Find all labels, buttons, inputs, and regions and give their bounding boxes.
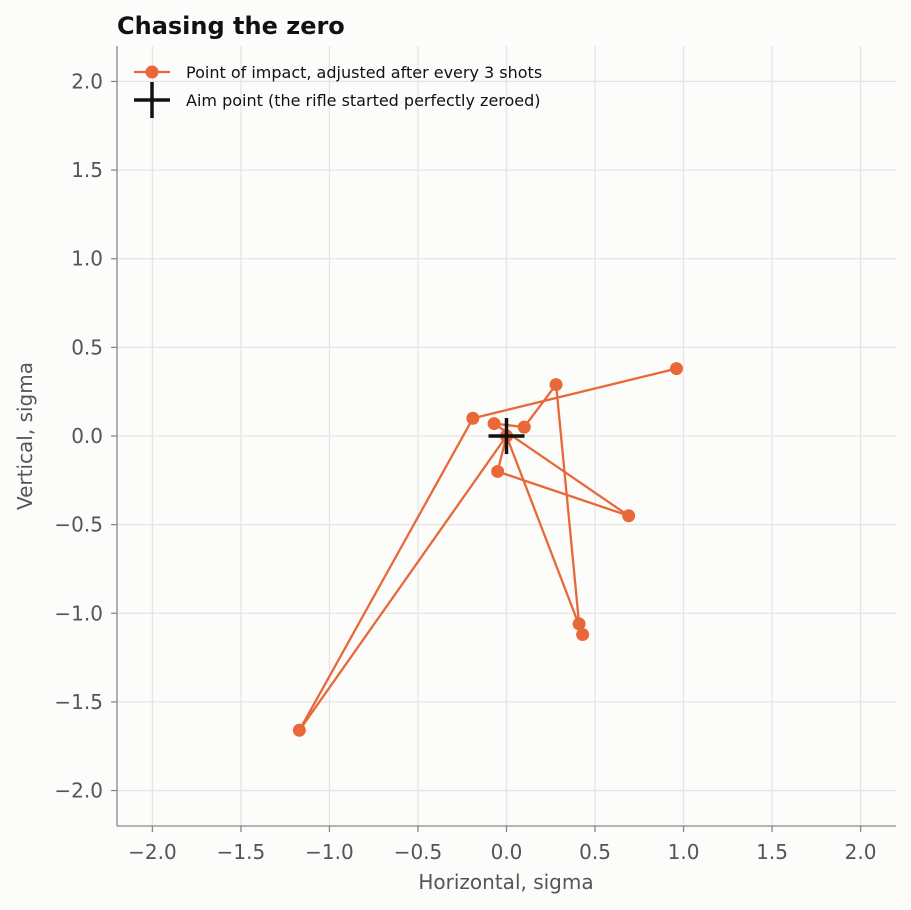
y-tick-label: −1.0 bbox=[54, 601, 103, 625]
x-tick-label: −0.5 bbox=[394, 840, 443, 864]
legend-impact-label: Point of impact, adjusted after every 3 … bbox=[186, 63, 542, 82]
impact-point bbox=[549, 378, 563, 392]
y-tick-label: 0.5 bbox=[71, 335, 103, 359]
x-tick-label: 2.0 bbox=[845, 840, 877, 864]
impact-point bbox=[292, 723, 306, 737]
impact-point bbox=[622, 509, 636, 523]
legend-aim-point-label: Aim point (the rifle started perfectly z… bbox=[186, 91, 541, 110]
series bbox=[292, 362, 683, 737]
legend-impact-marker bbox=[145, 65, 159, 79]
y-tick-label: −2.0 bbox=[54, 779, 103, 803]
aim-point-layer bbox=[488, 418, 525, 454]
impact-point bbox=[487, 417, 501, 431]
y-tick-label: 0.0 bbox=[71, 424, 103, 448]
y-tick-label: 2.0 bbox=[71, 69, 103, 93]
impact-point bbox=[517, 420, 531, 434]
impact-path-line bbox=[298, 367, 677, 732]
y-tick-label: −1.5 bbox=[54, 690, 103, 714]
legend: Point of impact, adjusted after every 3 … bbox=[134, 63, 542, 118]
legend-entry-aim-point: Aim point (the rifle started perfectly z… bbox=[134, 82, 541, 118]
impact-point bbox=[491, 464, 505, 478]
y-tick-label: 1.0 bbox=[71, 247, 103, 271]
x-tick-label: 1.5 bbox=[756, 840, 788, 864]
x-tick-label: −1.5 bbox=[217, 840, 266, 864]
legend-entry-impact: Point of impact, adjusted after every 3 … bbox=[134, 63, 542, 82]
chart-title: Chasing the zero bbox=[117, 12, 345, 40]
x-tick-label: −1.0 bbox=[305, 840, 354, 864]
y-tick-label: 1.5 bbox=[71, 158, 103, 182]
impact-point bbox=[576, 628, 590, 642]
impact-point bbox=[466, 411, 480, 425]
x-tick-label: −2.0 bbox=[128, 840, 177, 864]
y-axis-label: Vertical, sigma bbox=[13, 362, 37, 510]
x-tick-label: 1.0 bbox=[668, 840, 700, 864]
y-tick-label: −0.5 bbox=[54, 513, 103, 537]
impact-point bbox=[572, 617, 586, 631]
aim-point-marker bbox=[488, 418, 525, 454]
x-axis-label: Horizontal, sigma bbox=[418, 870, 593, 894]
x-tick-label: 0.0 bbox=[491, 840, 523, 864]
impact-point bbox=[669, 362, 683, 376]
x-tick-label: 0.5 bbox=[579, 840, 611, 864]
ticks: −2.0 −1.5 −1.0 −0.5 0.0 0.5 1.0 1.5 2.0 −2.0 −1.5 −… bbox=[54, 69, 876, 864]
